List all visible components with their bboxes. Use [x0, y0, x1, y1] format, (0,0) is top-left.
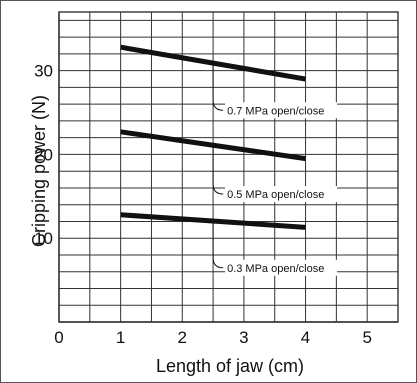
x-tick-label: 0	[54, 328, 63, 347]
x-tick-label: 1	[116, 328, 125, 347]
y-axis-title: Gripping power (N)	[29, 95, 49, 247]
tick-labels: 0 1 2 3 4 5 10 20 30	[34, 62, 372, 347]
y-tick-label: 20	[34, 145, 53, 164]
callout-background	[225, 102, 338, 119]
x-tick-label: 4	[301, 328, 310, 347]
callout-leader	[212, 219, 224, 269]
callout-leader	[212, 146, 224, 195]
callout-background	[225, 186, 338, 203]
x-axis-title: Length of jaw (cm)	[156, 356, 304, 376]
callout-leader	[212, 62, 224, 111]
series-line	[120, 129, 306, 162]
series-label: 0.3 MPa open/close	[227, 263, 324, 275]
y-tick-label: 30	[34, 62, 53, 81]
series-lines: 0.7 MPa open/close 0.5 MPa open/close 0.3 …	[120, 44, 338, 276]
series-label: 0.7 MPa open/close	[227, 105, 324, 117]
plot-border	[58, 11, 399, 323]
x-tick-label: 5	[362, 328, 371, 347]
x-tick-label: 2	[178, 328, 187, 347]
y-tick-label: 10	[34, 229, 53, 248]
series-label: 0.5 MPa open/close	[227, 189, 324, 201]
callout-background	[225, 259, 338, 276]
x-tick-label: 3	[239, 328, 248, 347]
